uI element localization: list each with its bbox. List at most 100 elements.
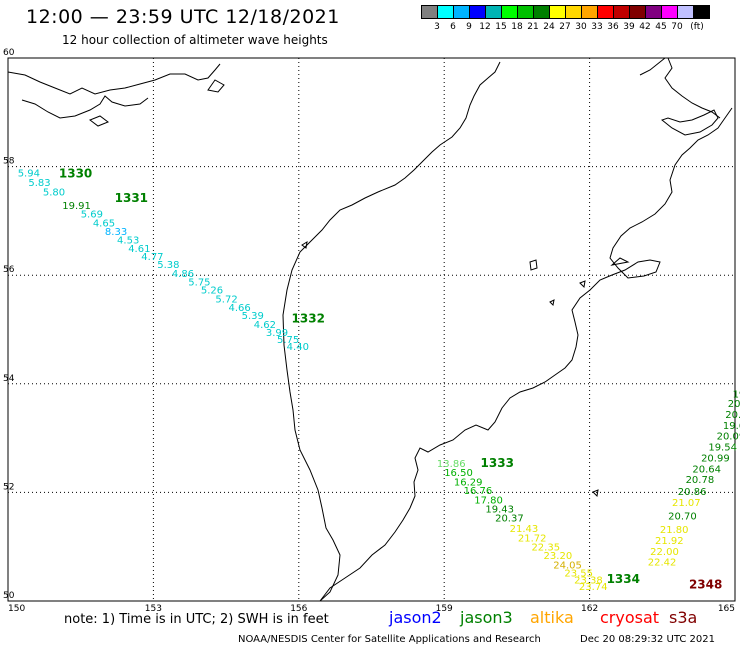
map-frame [7, 57, 736, 602]
footer-note: note: 1) Time is in UTC; 2) SWH is in fe… [64, 612, 329, 627]
color-legend-tick: 27 [559, 22, 571, 32]
color-legend-tick: 12 [479, 22, 491, 32]
wave-height-value: 4.40 [287, 342, 309, 353]
pass-number-label: 2348 [689, 578, 722, 592]
credit-text: NOAA/NESDIS Center for Satellite Applica… [238, 634, 541, 645]
color-legend-tick: 21 [527, 22, 539, 32]
longitude-label: 159 [436, 604, 453, 614]
color-legend-tick: (ft) [690, 22, 704, 32]
wave-height-value: 4.66 [229, 303, 251, 314]
wave-height-value: 16.29 [454, 477, 483, 488]
satellite-name: jason2 [389, 608, 442, 627]
satellite-name: s3a [669, 608, 698, 627]
pass-number-label: 1331 [115, 191, 148, 205]
wave-height-value: 5.39 [242, 311, 264, 322]
wave-height-value: 19.91 [62, 201, 91, 212]
wave-height-value: 5.72 [215, 294, 237, 305]
wave-height-value: 21.07 [672, 498, 701, 509]
coastline [7, 57, 733, 602]
wave-height-value: 23.38 [574, 576, 603, 587]
color-legend-tick: 24 [543, 22, 555, 32]
satellite-name: altika [530, 608, 574, 627]
wave-height-value: 19 [733, 389, 740, 400]
wave-height-value: 4.53 [117, 236, 139, 247]
wave-height-value: 22.35 [531, 543, 560, 554]
pass-number-label: 1333 [481, 456, 514, 470]
wave-height-points: 5.945.835.80 19.915.694.658.334.534.614.7… [18, 168, 740, 593]
wave-height-value: 3.99 [266, 328, 288, 339]
latitude-label: 52 [3, 482, 14, 492]
wave-height-value: 21.92 [655, 536, 684, 547]
wave-height-value: 4.61 [128, 244, 150, 255]
wave-height-value: 5.80 [43, 187, 65, 198]
wave-height-value: 5.26 [201, 286, 223, 297]
latitude-label: 50 [3, 591, 15, 601]
satellite-name: jason3 [460, 608, 513, 627]
wave-height-value: 22.00 [650, 547, 679, 558]
color-legend-tick: 42 [639, 22, 651, 32]
map-title: 12:00 — 23:59 UTC 12/18/2021 [26, 6, 340, 28]
wave-height-value: 24.05 [553, 560, 582, 571]
color-legend-tick: 9 [466, 22, 472, 32]
wave-height-value: 5.75 [277, 335, 299, 346]
color-legend-tick: 33 [591, 22, 603, 32]
graticule: 150 153 156 159 162 165 60 58 56 54 52 50 [3, 48, 735, 614]
color-legend-tick: 70 [671, 22, 683, 32]
wave-height-value: 5.38 [157, 260, 179, 271]
longitude-label: 153 [145, 604, 162, 614]
longitude-label: 165 [718, 604, 735, 614]
wave-height-value: 4.77 [141, 252, 163, 263]
longitude-label: 156 [290, 604, 307, 614]
color-legend-tick: 3 [434, 22, 440, 32]
wave-height-value: 20.70 [668, 512, 697, 523]
color-swatch [693, 5, 710, 19]
wave-height-value: 21.72 [518, 533, 547, 544]
wave-height-value: 5.69 [81, 210, 103, 221]
wave-height-value: 21.80 [660, 525, 689, 536]
wave-height-value: 19.43 [485, 504, 514, 515]
wave-height-value: 5.83 [28, 178, 50, 189]
color-legend-tick: 15 [495, 22, 507, 32]
color-legend-tick: 45 [655, 22, 667, 32]
wave-height-value: 20.78 [686, 475, 715, 486]
wave-height-value: 23.74 [579, 582, 608, 593]
wave-height-value: 4.86 [172, 269, 194, 280]
wave-height-value: 5.94 [18, 168, 40, 179]
longitude-label: 150 [8, 604, 25, 614]
wave-height-value: 13.86 [437, 459, 466, 470]
wave-height-value: 4.62 [254, 320, 276, 331]
wave-height-value: 4.65 [93, 218, 115, 229]
wave-height-value: 17.80 [474, 495, 503, 506]
wave-height-value: 20.64 [692, 464, 721, 475]
wave-height-value: 21.43 [510, 524, 539, 535]
wave-height-value: 19.54 [708, 443, 737, 454]
wave-height-value: 20.86 [678, 487, 707, 498]
wave-height-value: 20.1 [725, 410, 740, 421]
latitude-label: 60 [3, 48, 15, 58]
wave-height-value: 23.20 [544, 551, 573, 562]
wave-height-value: 20.09 [717, 432, 740, 443]
wave-height-value: 20.99 [701, 453, 730, 464]
wave-height-value: 20. [728, 399, 740, 410]
pass-number-label: 1332 [292, 311, 325, 325]
color-legend-tick: 18 [511, 22, 523, 32]
wave-height-value: 20.37 [495, 514, 524, 525]
latitude-label: 54 [3, 374, 15, 384]
wave-height-value: 23.55 [564, 569, 593, 580]
map-subtitle: 12 hour collection of altimeter wave hei… [62, 33, 328, 47]
color-legend [421, 5, 710, 19]
wave-height-value: 16.50 [444, 468, 473, 479]
wave-height-value: 19.6 [723, 421, 740, 432]
color-legend-tick: 30 [575, 22, 587, 32]
color-legend-tick: 39 [623, 22, 635, 32]
wave-height-value: 5.75 [188, 278, 210, 289]
latitude-label: 58 [3, 157, 15, 167]
satellite-name: cryosat [600, 608, 660, 627]
wave-height-value: 22.42 [648, 558, 677, 569]
color-legend-tick: 36 [607, 22, 619, 32]
generated-timestamp: Dec 20 08:29:32 UTC 2021 [580, 634, 715, 645]
wave-height-value: 8.33 [105, 227, 127, 238]
pass-number-label: 1334 [607, 572, 640, 586]
pass-number-label: 1330 [59, 166, 92, 180]
